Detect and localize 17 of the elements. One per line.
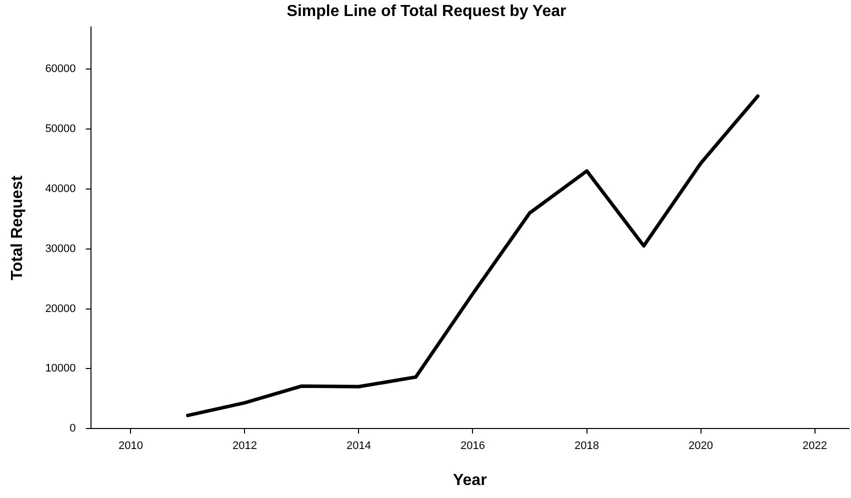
y-tick-label: 20000 [45, 302, 76, 315]
x-tick-label: 2020 [688, 440, 714, 452]
x-tick-label: 2012 [232, 440, 257, 452]
x-axis-title: Year [452, 472, 487, 489]
y-tick-label: 60000 [45, 63, 76, 76]
y-axis-title: Total Request [9, 174, 26, 280]
y-tick-label: 10000 [45, 362, 76, 375]
y-tick-label: 0 [70, 422, 76, 435]
y-tick-label: 30000 [45, 242, 76, 255]
x-tick-label: 2022 [802, 440, 828, 452]
x-tick-label: 2018 [574, 440, 600, 452]
x-tick-label: 2010 [118, 440, 143, 452]
y-tick-label: 40000 [45, 182, 76, 195]
y-tick-label: 50000 [45, 123, 76, 136]
x-tick-label: 2016 [460, 440, 485, 452]
chart-title: Simple Line of Total Request by Year [286, 3, 566, 20]
x-tick-label: 2014 [346, 440, 371, 452]
